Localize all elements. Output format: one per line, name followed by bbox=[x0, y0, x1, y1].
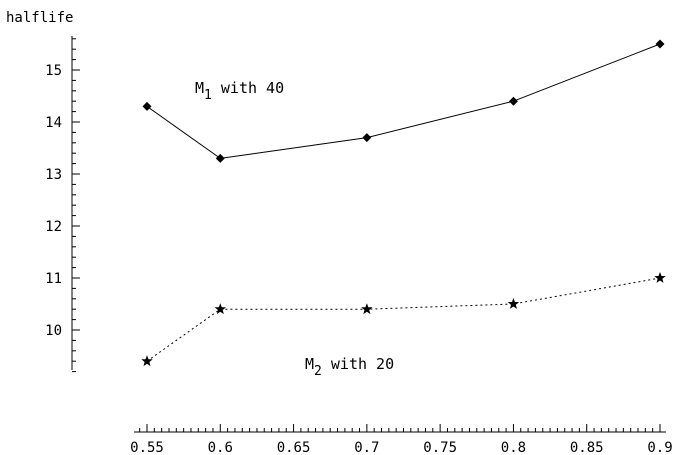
series-1-point bbox=[215, 153, 225, 163]
x-tick-label: 0.55 bbox=[130, 440, 164, 455]
series-1-label-main: M bbox=[195, 79, 204, 97]
series-2-point bbox=[141, 355, 153, 367]
x-tick-label: 0.6 bbox=[208, 440, 233, 455]
series-2-label-rest: with 20 bbox=[322, 355, 394, 373]
series-2-point bbox=[507, 298, 520, 309]
series-1-label-rest: with 40 bbox=[212, 79, 284, 97]
x-tick-label: 0.75 bbox=[423, 440, 457, 455]
x-tick-label: 0.65 bbox=[277, 440, 311, 455]
y-tick-label: 12 bbox=[45, 219, 62, 235]
series-1-point bbox=[508, 96, 518, 106]
y-tick-label: 14 bbox=[45, 115, 62, 131]
y-tick-label: 10 bbox=[45, 323, 62, 339]
series-2-label-main: M bbox=[305, 355, 314, 373]
y-tick-label: 15 bbox=[45, 63, 62, 79]
y-tick-label: 11 bbox=[45, 271, 62, 287]
series-2-point bbox=[361, 303, 373, 315]
x-tick-label: 0.7 bbox=[354, 440, 379, 455]
series-1-line bbox=[146, 43, 661, 159]
y-axis-label: halflife bbox=[6, 10, 73, 26]
x-tick-label: 0.85 bbox=[570, 440, 604, 455]
series-2-line bbox=[146, 277, 661, 362]
series-1-point bbox=[142, 101, 152, 111]
series-2-point bbox=[214, 303, 226, 315]
series-1-label-sub: 1 bbox=[204, 88, 212, 103]
series-layer bbox=[141, 39, 666, 367]
series-1-point bbox=[655, 39, 665, 49]
series-1-point bbox=[362, 133, 372, 143]
series-2-label-sub: 2 bbox=[314, 364, 322, 379]
x-tick-label: 0.8 bbox=[501, 440, 526, 455]
series-2-point bbox=[654, 272, 666, 283]
x-ticks: 0.55 0.6 0.65 0.7 0.75 0.8 0.85 0.9 bbox=[130, 424, 673, 455]
series-1-label: M1 with 40 bbox=[195, 79, 284, 103]
y-ticks: 10 11 12 13 14 15 bbox=[45, 38, 80, 373]
y-tick-label: 13 bbox=[45, 167, 62, 183]
series-2-label: M2 with 20 bbox=[305, 355, 394, 379]
x-tick-label: 0.9 bbox=[647, 440, 672, 455]
